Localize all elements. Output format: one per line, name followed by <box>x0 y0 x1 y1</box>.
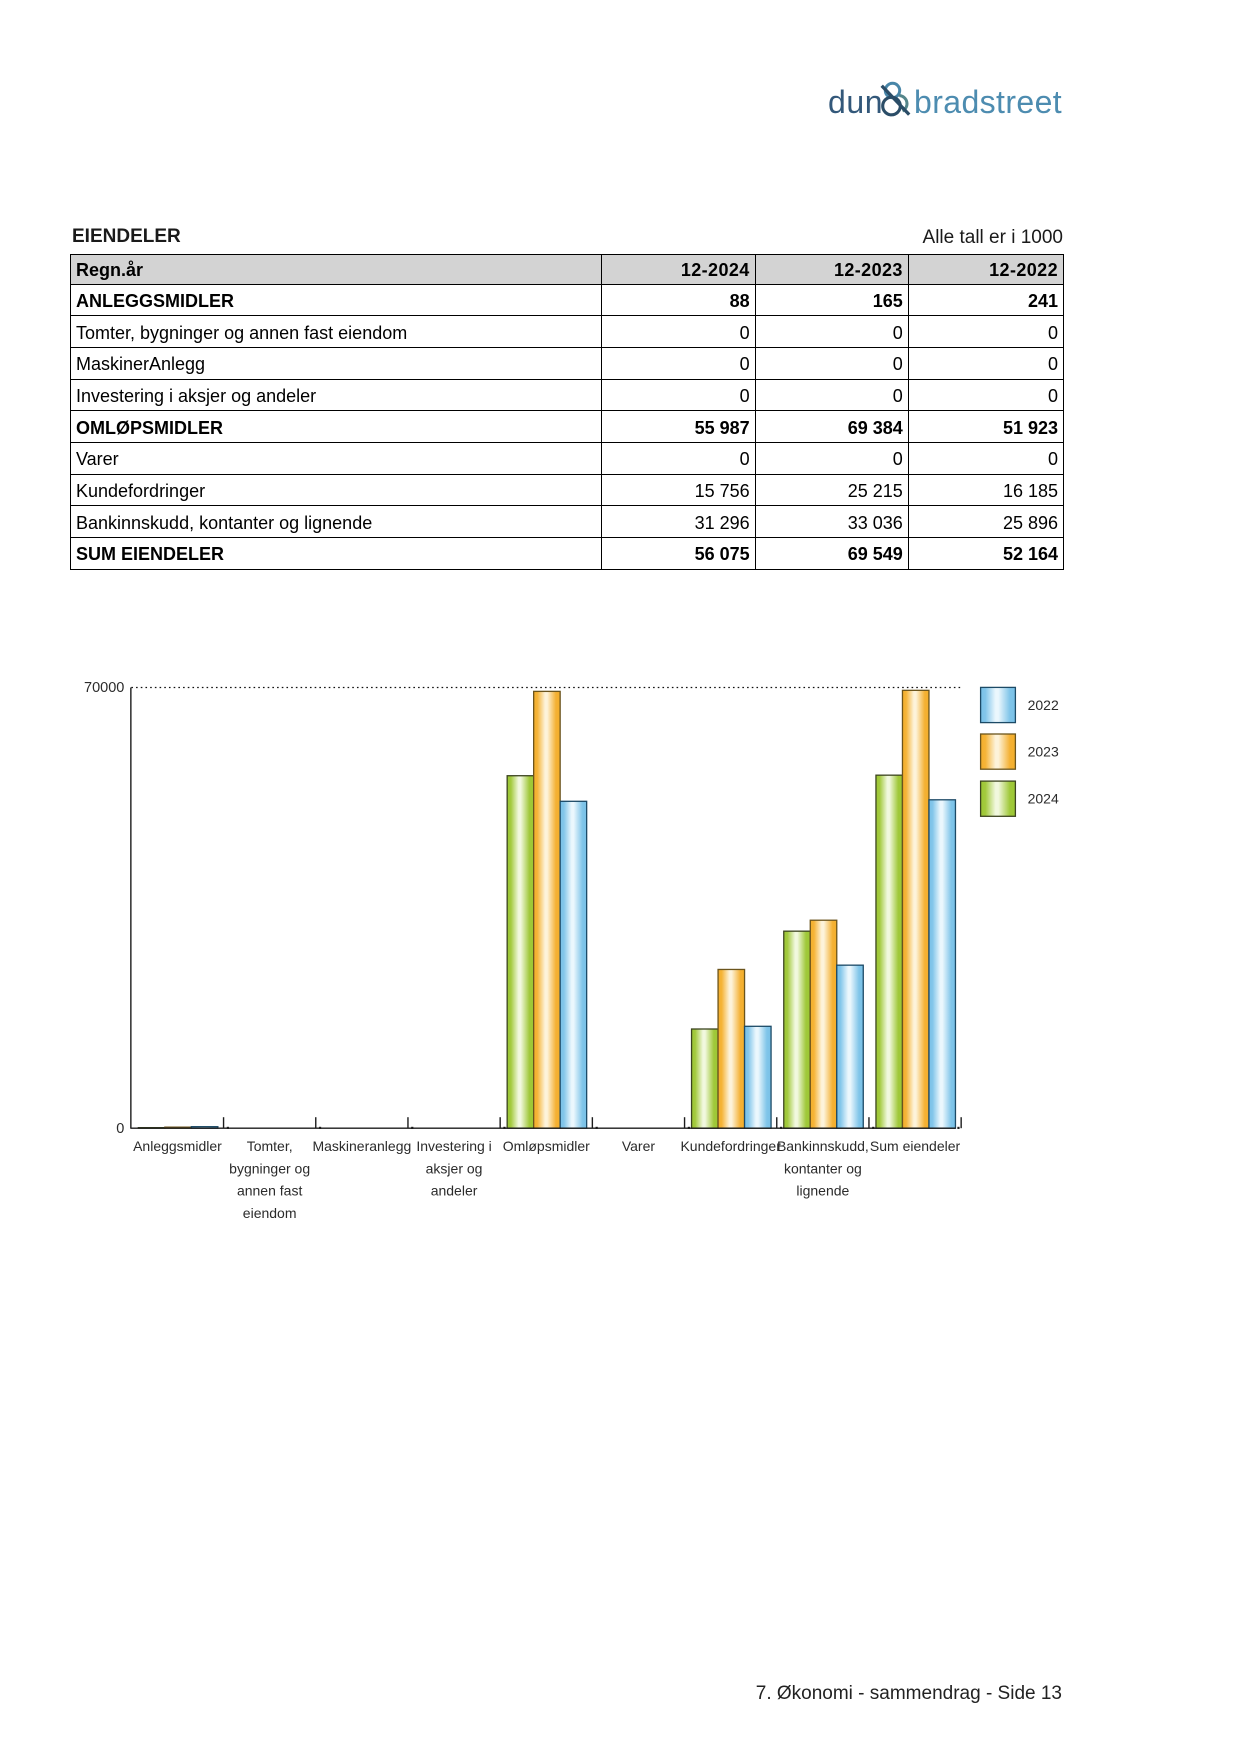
svg-text:aksjer og: aksjer og <box>426 1160 483 1176</box>
svg-text:Maskineranlegg: Maskineranlegg <box>312 1138 411 1154</box>
svg-text:kontanter og: kontanter og <box>784 1160 862 1176</box>
svg-text:70000: 70000 <box>84 680 124 696</box>
svg-text:eiendom: eiendom <box>243 1205 297 1221</box>
svg-text:2023: 2023 <box>1028 744 1059 760</box>
svg-text:Tomter,: Tomter, <box>247 1138 293 1154</box>
svg-text:Bankinnskudd,: Bankinnskudd, <box>777 1138 869 1154</box>
svg-text:lignende: lignende <box>796 1183 849 1199</box>
svg-text:2022: 2022 <box>1028 697 1059 713</box>
svg-text:Varer: Varer <box>622 1138 656 1154</box>
svg-text:Omløpsmidler: Omløpsmidler <box>503 1138 590 1154</box>
svg-text:Investering i: Investering i <box>416 1138 491 1154</box>
svg-text:andeler: andeler <box>431 1183 478 1199</box>
svg-text:Sum eiendeler: Sum eiendeler <box>870 1138 961 1154</box>
svg-text:bygninger og: bygninger og <box>229 1160 310 1176</box>
svg-text:2024: 2024 <box>1028 791 1059 807</box>
svg-text:Anleggsmidler: Anleggsmidler <box>133 1138 222 1154</box>
svg-text:annen fast: annen fast <box>237 1183 302 1199</box>
svg-text:Kundefordringer: Kundefordringer <box>680 1138 781 1154</box>
svg-text:0: 0 <box>116 1121 124 1137</box>
